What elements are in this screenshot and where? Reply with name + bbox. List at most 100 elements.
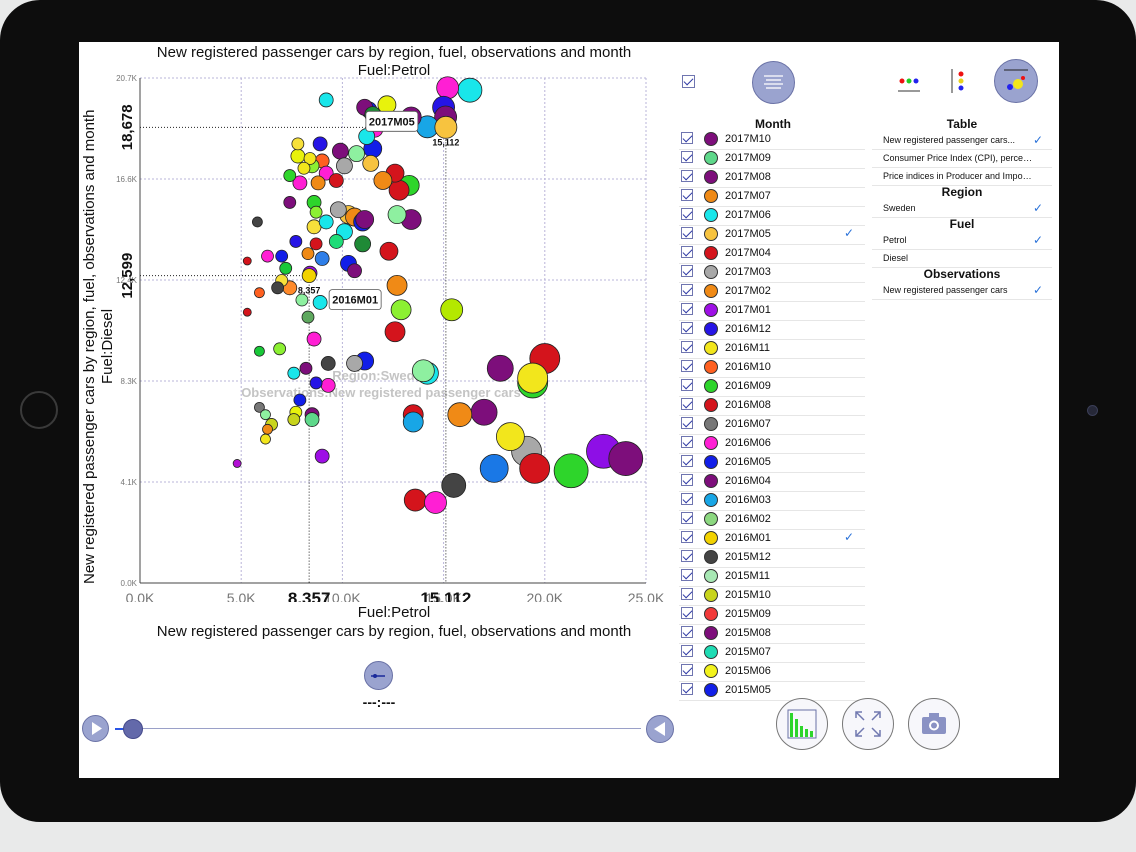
table-item[interactable]: Price indices in Producer and Import...	[872, 168, 1052, 186]
month-checkbox[interactable]	[681, 189, 693, 201]
month-checkbox[interactable]	[681, 379, 693, 391]
month-checkbox[interactable]	[681, 626, 693, 638]
month-checkbox[interactable]	[681, 417, 693, 429]
month-list-item[interactable]: 2015M06	[679, 663, 865, 682]
month-list-item[interactable]: 2015M09	[679, 606, 865, 625]
region-item[interactable]: Sweden ✓	[872, 200, 1052, 218]
month-checkbox[interactable]	[681, 512, 693, 524]
home-button[interactable]	[20, 391, 58, 429]
month-list-item[interactable]: 2016M01 ✓	[679, 530, 865, 549]
month-list-item[interactable]: 2017M06	[679, 207, 865, 226]
month-checkbox[interactable]	[681, 322, 693, 334]
month-checkbox[interactable]	[681, 284, 693, 296]
fuel-item-label: Diesel	[883, 253, 909, 263]
month-list-item[interactable]: 2016M10	[679, 359, 865, 378]
legend-dots-icon[interactable]	[895, 69, 923, 95]
checkmark-icon: ✓	[844, 530, 855, 544]
x-tick-label: 20.0K	[527, 590, 564, 602]
month-checkbox[interactable]	[681, 227, 693, 239]
month-checkbox[interactable]	[681, 569, 693, 581]
bubble-settings-icon	[1004, 69, 1028, 90]
month-checkbox[interactable]	[681, 436, 693, 448]
fuel-item[interactable]: Petrol ✓	[872, 232, 1052, 250]
month-checkbox[interactable]	[681, 455, 693, 467]
month-checkbox[interactable]	[681, 170, 693, 182]
menu-button[interactable]	[752, 61, 795, 104]
month-list: 2017M10 2017M09 2017M08 2017M07 2017M06 2017M…	[679, 131, 865, 701]
month-checkbox[interactable]	[681, 246, 693, 258]
x-tick-label: 5.0K	[227, 590, 256, 602]
month-checkbox[interactable]	[681, 588, 693, 600]
fullscreen-button[interactable]	[842, 698, 894, 750]
select-all-checkbox[interactable]	[682, 75, 695, 88]
month-list-item[interactable]: 2015M12	[679, 549, 865, 568]
speed-knob[interactable]	[364, 661, 393, 690]
month-checkbox[interactable]	[681, 645, 693, 657]
month-checkbox[interactable]	[681, 607, 693, 619]
month-list-item[interactable]: 2015M10	[679, 587, 865, 606]
month-list-item[interactable]: 2015M07	[679, 644, 865, 663]
bubble-settings-button[interactable]	[994, 59, 1038, 103]
month-list-item[interactable]: 2017M01	[679, 302, 865, 321]
month-checkbox[interactable]	[681, 531, 693, 543]
screenshot-button[interactable]	[908, 698, 960, 750]
month-list-item[interactable]: 2016M05	[679, 454, 865, 473]
bubble-chart[interactable]: 0.0K 5.0K 10.0K 15.0K 20.0K 25.0K 0.0K 4.1K 8.3K…	[79, 42, 679, 602]
month-checkbox[interactable]	[681, 683, 693, 695]
observation-item[interactable]: New registered passenger cars ✓	[872, 282, 1052, 300]
timeline-knob[interactable]	[123, 719, 143, 739]
month-checkbox[interactable]	[681, 664, 693, 676]
month-list-item[interactable]: 2016M08	[679, 397, 865, 416]
month-list-item[interactable]: 2016M06	[679, 435, 865, 454]
month-list-item[interactable]: 2017M03	[679, 264, 865, 283]
month-list-item[interactable]: 2017M05 ✓	[679, 226, 865, 245]
month-checkbox[interactable]	[681, 151, 693, 163]
month-list-item[interactable]: 2017M10	[679, 131, 865, 150]
month-list-item[interactable]: 2015M05	[679, 682, 865, 701]
bubble	[303, 152, 317, 165]
month-checkbox[interactable]	[681, 265, 693, 277]
month-list-item[interactable]: 2017M04	[679, 245, 865, 264]
month-list-item[interactable]: 2015M11	[679, 568, 865, 587]
month-checkbox[interactable]	[681, 360, 693, 372]
bubble	[242, 256, 252, 266]
bubble	[291, 137, 305, 151]
month-checkbox[interactable]	[681, 474, 693, 486]
month-checkbox[interactable]	[681, 132, 693, 144]
marker-point-value: 8,357	[298, 286, 321, 296]
month-list-item[interactable]: 2017M02	[679, 283, 865, 302]
month-list-item[interactable]: 2016M11	[679, 340, 865, 359]
month-list-item[interactable]: 2016M07	[679, 416, 865, 435]
bubble	[279, 261, 293, 275]
month-list-item[interactable]: 2016M03	[679, 492, 865, 511]
timeline-track[interactable]	[115, 728, 641, 729]
month-list-item[interactable]: 2017M07	[679, 188, 865, 207]
month-checkbox[interactable]	[681, 398, 693, 410]
month-list-item[interactable]: 2015M08	[679, 625, 865, 644]
month-list-item[interactable]: 2017M09	[679, 150, 865, 169]
legend-bars-icon[interactable]	[947, 66, 969, 96]
table-item[interactable]: New registered passenger cars... ✓	[872, 132, 1052, 150]
fuel-item[interactable]: Diesel	[872, 250, 1052, 268]
month-checkbox[interactable]	[681, 493, 693, 505]
rewind-button[interactable]	[646, 715, 674, 743]
month-list-item[interactable]: 2016M02	[679, 511, 865, 530]
month-checkbox[interactable]	[681, 341, 693, 353]
month-list-item[interactable]: 2016M09	[679, 378, 865, 397]
bar-chart-icon	[787, 709, 817, 739]
bubble	[486, 354, 514, 382]
table-item[interactable]: Consumer Price Index (CPI), percen...	[872, 150, 1052, 168]
month-list-item[interactable]: 2017M08	[679, 169, 865, 188]
bubble	[320, 356, 336, 371]
month-checkbox[interactable]	[681, 303, 693, 315]
watermark-text: Observations:New registered passenger ca…	[241, 385, 521, 400]
month-checkbox[interactable]	[681, 208, 693, 220]
bubble	[379, 241, 399, 261]
month-list-item[interactable]: 2016M12	[679, 321, 865, 340]
play-button[interactable]	[82, 715, 109, 742]
month-list-item[interactable]: 2016M04	[679, 473, 865, 492]
fuel-item-label: Petrol	[883, 235, 907, 245]
bar-chart-button[interactable]	[776, 698, 828, 750]
month-checkbox[interactable]	[681, 550, 693, 562]
marker-label-box	[328, 289, 382, 311]
